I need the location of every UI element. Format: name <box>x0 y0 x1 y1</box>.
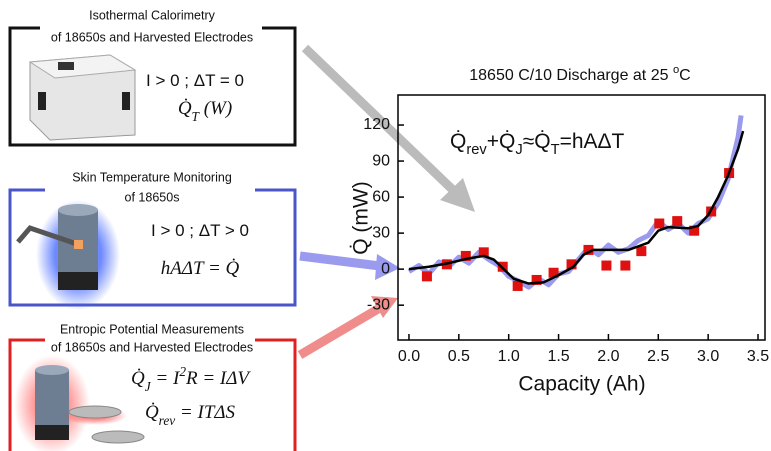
text-run: Q̇ <box>178 97 192 119</box>
equation: Q̇rev = ITΔS <box>145 401 236 427</box>
panel-frame <box>8 188 297 307</box>
panel-title: of 18650s <box>125 190 180 204</box>
y-tick-label: 60 <box>372 188 390 205</box>
text-run: J <box>145 379 152 394</box>
y-tick-label: 30 <box>372 224 390 241</box>
data-point <box>654 218 665 229</box>
data-point <box>620 260 631 271</box>
text-run: (W) <box>199 98 232 119</box>
panel-title: Isothermal Calorimetry <box>89 8 215 22</box>
text-run: 18650 C/10 Discharge at 25 <box>469 67 673 84</box>
text-run: T <box>551 142 560 158</box>
y-tick-label: 120 <box>363 116 390 133</box>
equation: Q̇J = I2R = IΔV <box>131 364 251 394</box>
text-run: =hAΔT <box>560 130 625 153</box>
data-point <box>531 274 542 285</box>
x-tick-label: 3.5 <box>747 348 769 365</box>
data-point <box>548 267 559 278</box>
data-point <box>689 225 700 236</box>
text-run: T <box>192 109 201 124</box>
panel-title: Entropic Potential Measurements <box>60 322 244 336</box>
text-run: +Q̇ <box>487 130 516 153</box>
data-point <box>636 246 647 257</box>
text-run: Q̇ <box>131 367 145 389</box>
y-axis-label: Q̇ (mW) <box>350 181 373 254</box>
text-run: = I <box>151 368 181 389</box>
text-run: Q̇ <box>145 401 159 423</box>
text-run: I > 0 ; ΔT > 0 <box>151 221 249 240</box>
text-run: J <box>515 142 522 158</box>
text-run: Q̇ <box>450 130 466 153</box>
x-tick-label: 0.0 <box>398 348 420 365</box>
cell-icon <box>14 355 145 451</box>
x-tick-label: 0.5 <box>448 348 470 365</box>
x-tick-label: 2.0 <box>597 348 619 365</box>
x-tick-label: 1.0 <box>498 348 520 365</box>
panel-title: Skin Temperature Monitoring <box>72 170 232 184</box>
chart-title: 18650 C/10 Discharge at 25 oC <box>469 64 690 84</box>
equation: I > 0 ; ΔT > 0 <box>151 221 249 240</box>
text-run: rev <box>159 413 176 428</box>
equation: hAΔT = Q̇ <box>161 257 240 279</box>
data-point <box>583 244 594 255</box>
data-line <box>408 130 745 285</box>
y-tick-label: 90 <box>372 152 390 169</box>
data-point <box>601 260 612 271</box>
data-point <box>460 250 471 261</box>
cell-icon <box>16 200 120 310</box>
x-tick-label: 1.5 <box>547 348 569 365</box>
annotation: Q̇rev+Q̇J≈Q̇T=hAΔT <box>450 130 625 158</box>
text-run: rev <box>466 142 487 158</box>
text-run: I > 0 ; ΔT = 0 <box>146 71 244 90</box>
x-tick-label: 2.5 <box>647 348 669 365</box>
plot-frame <box>397 94 766 341</box>
equation: Q̇T (W) <box>178 97 232 123</box>
y-tick-label: 0 <box>381 260 390 277</box>
text-run: ≈Q̇ <box>523 130 551 153</box>
text-run: R = IΔV <box>185 368 251 389</box>
arrow <box>301 44 475 212</box>
data-point <box>478 247 489 258</box>
data-point <box>512 280 523 291</box>
calorimeter-icon <box>28 54 137 141</box>
panel-title: of 18650s and Harvested Electrodes <box>51 340 253 354</box>
text-run: C <box>679 67 691 84</box>
text-run: = ITΔS <box>175 402 235 423</box>
data-point <box>566 259 577 270</box>
panel-frame <box>8 26 297 147</box>
panel-title: of 18650s and Harvested Electrodes <box>51 30 253 44</box>
data-point <box>672 216 683 227</box>
text-run: o <box>673 64 679 76</box>
arrow <box>299 251 400 280</box>
panel-frame <box>8 338 297 451</box>
data-point <box>421 271 432 282</box>
arrow <box>297 296 398 359</box>
x-axis-label: Capacity (Ah) <box>518 373 645 396</box>
y-tick-label: -30 <box>367 296 390 313</box>
text-run: hAΔT = Q̇ <box>161 257 240 279</box>
equation: I > 0 ; ΔT = 0 <box>146 71 244 90</box>
x-tick-label: 3.0 <box>697 348 719 365</box>
text-run: 2 <box>179 364 186 379</box>
